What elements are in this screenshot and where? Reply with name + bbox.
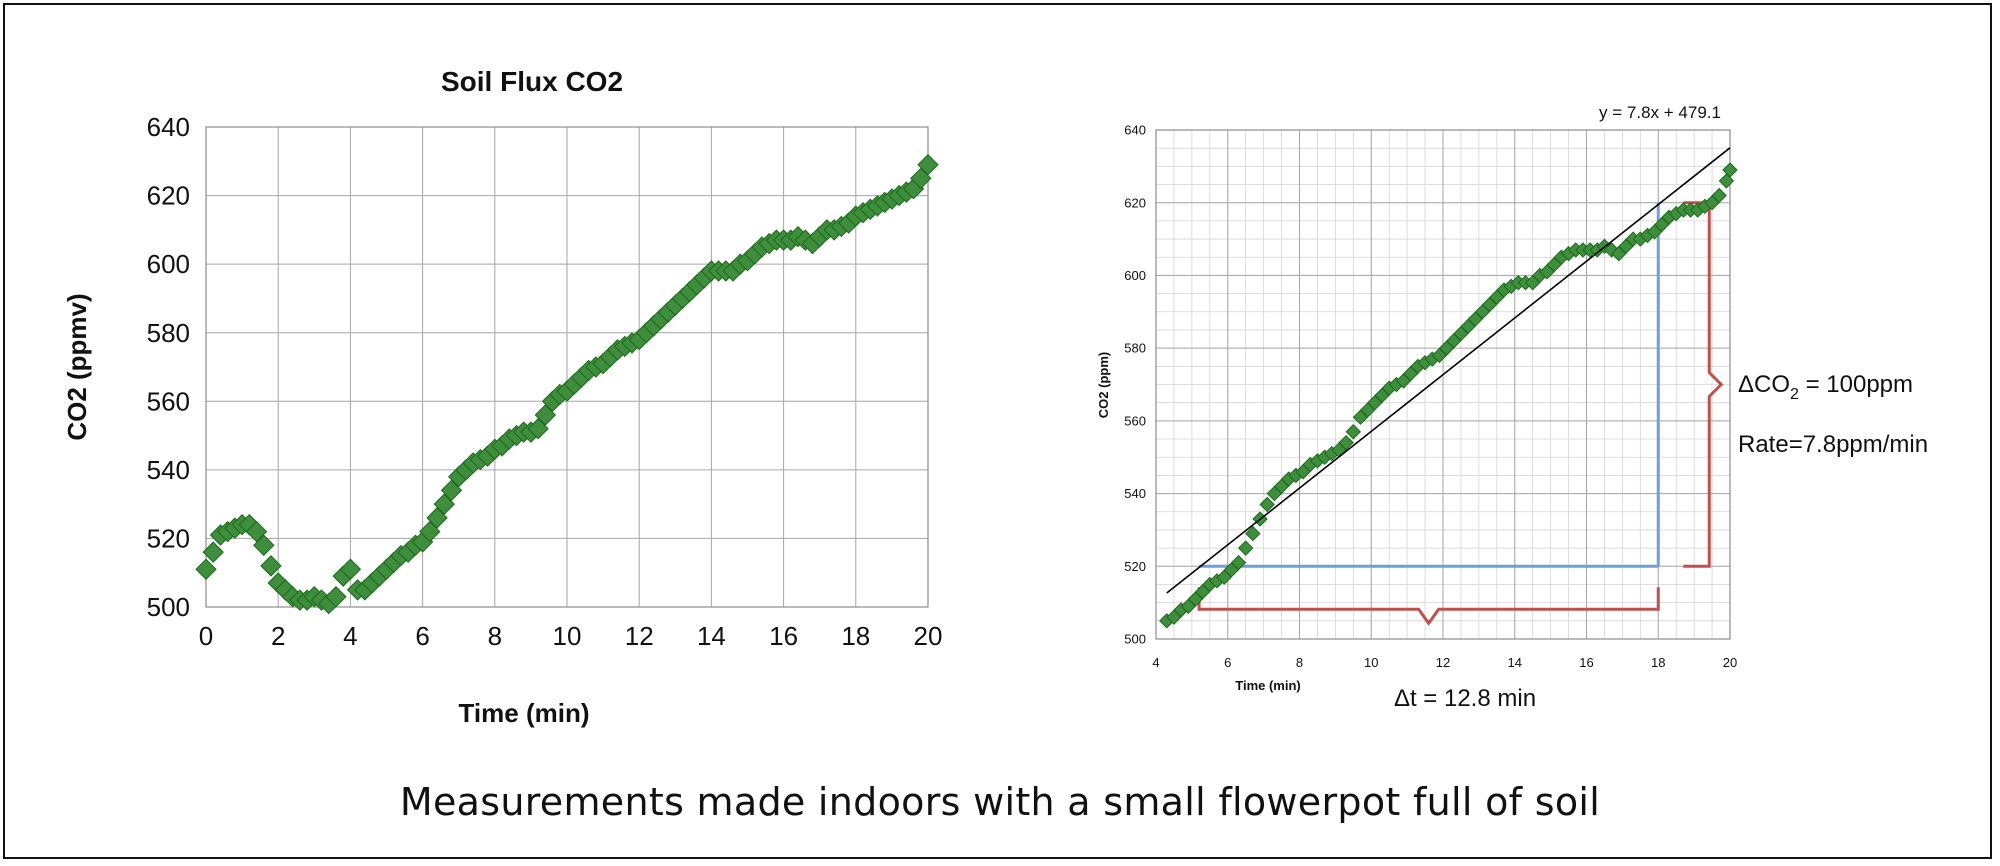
x-tick-label: 16 (769, 621, 798, 651)
right-guide-lines (1199, 202, 1660, 568)
right-y-ticks: 500 520 540 560 580 600 620 640 (1124, 123, 1146, 647)
data-point (1245, 525, 1261, 542)
x-tick-label: 16 (1579, 655, 1593, 670)
data-point (260, 555, 282, 577)
data-point (195, 558, 217, 580)
x-tick-label: 8 (1296, 655, 1303, 670)
left-x-ticks: 0 2 4 6 8 10 12 14 16 18 20 (199, 621, 943, 651)
data-point (253, 534, 275, 556)
delta-co2-prefix: ΔCO (1738, 371, 1790, 398)
x-tick-label: 20 (914, 621, 943, 651)
x-tick-label: 18 (1651, 655, 1665, 670)
delta-co2-annotation: ΔCO2 = 100ppm (1738, 371, 1913, 403)
x-tick-label: 2 (271, 621, 285, 651)
y-tick-label: 620 (1124, 195, 1146, 210)
data-point (910, 167, 932, 190)
x-tick-label: 10 (553, 621, 582, 651)
figure-caption: Measurements made indoors with a small f… (399, 780, 1601, 824)
x-tick-label: 0 (199, 621, 213, 651)
trendline-equation: y = 7.8x + 479.1 (1599, 103, 1721, 122)
y-tick-label: 620 (147, 181, 190, 211)
x-tick-label: 10 (1364, 655, 1378, 670)
y-tick-label: 600 (147, 249, 190, 279)
data-point (1345, 424, 1362, 440)
left-grid (205, 126, 929, 608)
y-tick-label: 640 (147, 112, 190, 142)
y-tick-label: 560 (147, 386, 190, 416)
left-y-axis-label: CO2 (ppmv) (62, 293, 92, 440)
data-point (325, 586, 347, 608)
data-point (1259, 496, 1275, 513)
left-chart-title: Soil Flux CO2 (441, 66, 623, 97)
x-tick-label: 8 (488, 621, 502, 651)
delta-co2-subscript: 2 (1790, 386, 1799, 403)
y-tick-label: 580 (1124, 341, 1146, 356)
x-tick-label: 4 (1152, 655, 1159, 670)
y-tick-label: 520 (1124, 559, 1146, 574)
data-point (1711, 187, 1727, 204)
y-tick-label: 540 (1124, 486, 1146, 501)
trendline (1166, 147, 1731, 594)
x-tick-label: 6 (415, 621, 429, 651)
data-point (1722, 162, 1738, 178)
data-point (433, 493, 455, 515)
right-brackets (1197, 201, 1724, 626)
delta-t-bracket (1197, 587, 1660, 626)
right-data-points (1159, 162, 1738, 629)
right-x-axis-label: Time (min) (1235, 678, 1301, 693)
y-tick-label: 500 (1124, 632, 1146, 647)
x-tick-label: 4 (343, 621, 357, 651)
data-point (440, 479, 463, 502)
data-point (527, 418, 549, 440)
y-tick-label: 520 (147, 524, 190, 554)
data-point (917, 154, 939, 176)
y-tick-label: 640 (1124, 123, 1146, 138)
data-point (1237, 540, 1254, 556)
y-tick-label: 600 (1124, 268, 1146, 283)
y-tick-label: 500 (147, 592, 190, 622)
data-point (1230, 554, 1247, 571)
x-tick-label: 20 (1723, 655, 1737, 670)
data-point (1338, 434, 1354, 451)
x-tick-label: 18 (841, 621, 870, 651)
y-tick-label: 580 (147, 318, 190, 348)
left-data-points (195, 154, 939, 615)
right-x-ticks: 4 6 8 10 12 14 16 18 20 (1152, 655, 1737, 670)
data-point (426, 507, 448, 529)
right-plot-border (1155, 129, 1731, 640)
x-tick-label: 12 (1436, 655, 1450, 670)
x-tick-label: 14 (1508, 655, 1522, 670)
data-point (202, 541, 224, 563)
left-x-axis-label: Time (min) (459, 698, 590, 728)
data-point (534, 404, 557, 426)
data-point (339, 558, 362, 580)
x-tick-label: 14 (697, 621, 726, 651)
right-chart: 4 6 8 10 12 14 16 18 20 500 520 540 560 580 600 620 640… (1096, 103, 1928, 712)
x-tick-label: 6 (1224, 655, 1231, 670)
y-tick-label: 560 (1124, 413, 1146, 428)
rate-annotation: Rate=7.8ppm/min (1738, 431, 1928, 458)
delta-co2-suffix: = 100ppm (1799, 371, 1913, 398)
y-tick-label: 540 (147, 455, 190, 485)
data-point (419, 520, 441, 543)
right-y-axis-label: CO2 (ppm) (1096, 352, 1111, 418)
left-chart: 0 2 4 6 8 10 12 14 16 18 20 500 520 540 560 580 600 620 6… (62, 66, 942, 728)
figure-frame (3, 3, 1992, 859)
x-tick-label: 12 (625, 621, 654, 651)
delta-t-annotation: Δt = 12.8 min (1394, 685, 1536, 712)
left-plot-border (205, 126, 929, 608)
data-point (245, 520, 268, 543)
left-y-ticks: 500 520 540 560 580 600 620 640 (147, 112, 190, 622)
